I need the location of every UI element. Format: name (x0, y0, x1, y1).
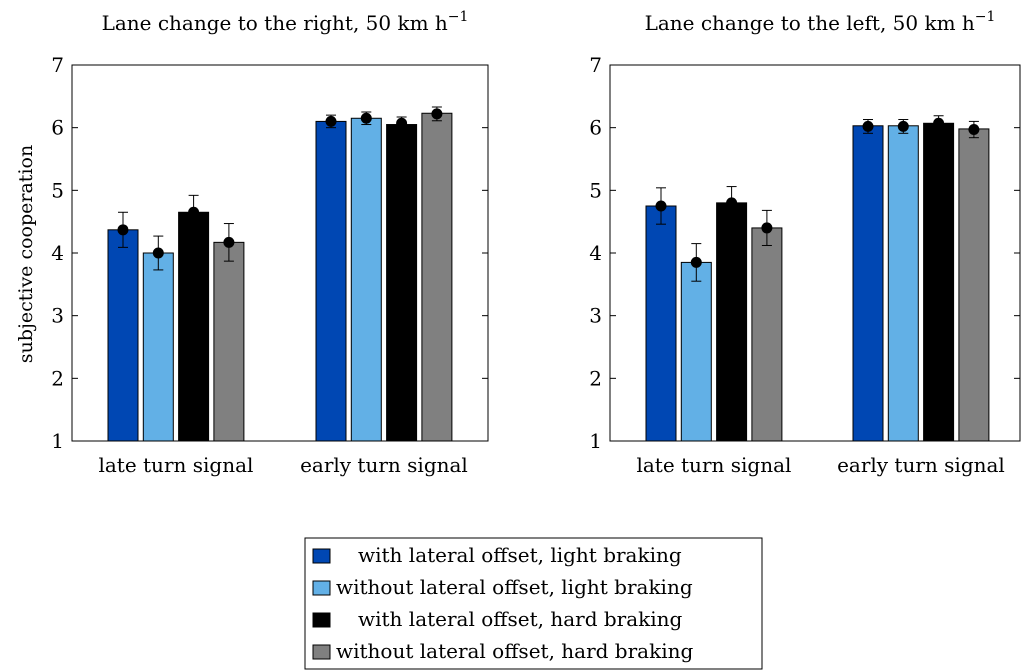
mean-point (431, 108, 443, 120)
chart-panel-right-lane-change: Lane change to the right, 50 km h−1 subj… (15, 9, 489, 477)
mean-point (117, 224, 129, 236)
legend-swatch-without-lateral-hard (312, 644, 331, 660)
chart-title: Lane change to the right, 50 km h−1 (102, 9, 469, 35)
legend-label: without lateral offset, light braking (336, 575, 693, 599)
y-tick-label: 1 (589, 429, 602, 453)
bar (852, 125, 884, 442)
y-tick-label: 2 (589, 366, 602, 390)
legend-label: without lateral offset, hard braking (336, 639, 693, 663)
y-tick-label: 3 (589, 304, 602, 328)
y-tick-label: 7 (51, 53, 64, 77)
y-tick-label: 2 (51, 366, 64, 390)
bar (751, 227, 783, 442)
mean-point (655, 200, 667, 212)
legend-label: with lateral offset, hard braking (358, 607, 683, 631)
legend-swatch-with-lateral-light (312, 548, 331, 564)
y-tick-label: 6 (589, 116, 602, 140)
y-tick-label: 4 (51, 241, 64, 265)
legend-swatch-without-lateral-light (312, 580, 331, 596)
mean-point (325, 115, 337, 127)
chart-title: Lane change to the left, 50 km h−1 (645, 9, 996, 35)
y-tick-label: 3 (51, 304, 64, 328)
bar (923, 122, 955, 442)
mean-point (726, 197, 738, 209)
bar (421, 112, 453, 442)
bar (107, 229, 139, 442)
mean-point (360, 112, 372, 124)
bar (315, 120, 347, 442)
mean-point (396, 117, 408, 129)
chart-panel-left-lane-change: Lane change to the left, 50 km h−1 1 2 3 4 5… (589, 9, 1021, 477)
y-tick-label: 4 (589, 241, 602, 265)
y-tick-label: 5 (589, 178, 602, 202)
y-tick-label: 7 (589, 53, 602, 77)
bar (716, 202, 748, 442)
legend: with lateral offset, light braking witho… (304, 537, 763, 670)
x-tick-label: early turn signal (837, 453, 1005, 477)
bar (680, 261, 712, 442)
bar (958, 128, 990, 442)
bar (386, 124, 418, 442)
mean-point (223, 236, 235, 248)
mean-point (690, 256, 702, 268)
bar (887, 125, 919, 442)
y-tick-label: 6 (51, 116, 64, 140)
mean-point (761, 222, 773, 234)
bar (142, 252, 174, 442)
mean-point (968, 124, 980, 136)
mean-point (862, 120, 874, 132)
legend-label: with lateral offset, light braking (358, 543, 682, 567)
bar (178, 211, 210, 442)
bar (350, 117, 382, 442)
x-tick-label: late turn signal (98, 453, 253, 477)
mean-point (188, 206, 200, 218)
y-tick-label: 1 (51, 429, 64, 453)
legend-swatch-with-lateral-hard (312, 612, 331, 628)
mean-point (152, 247, 164, 259)
mean-point (897, 120, 909, 132)
x-tick-label: early turn signal (300, 453, 468, 477)
y-tick-label: 5 (51, 178, 64, 202)
x-tick-label: late turn signal (636, 453, 791, 477)
y-axis-label: subjective cooperation (15, 145, 37, 363)
bar (645, 205, 677, 442)
bar (213, 241, 245, 442)
legend-box (304, 537, 763, 670)
mean-point (933, 117, 945, 129)
